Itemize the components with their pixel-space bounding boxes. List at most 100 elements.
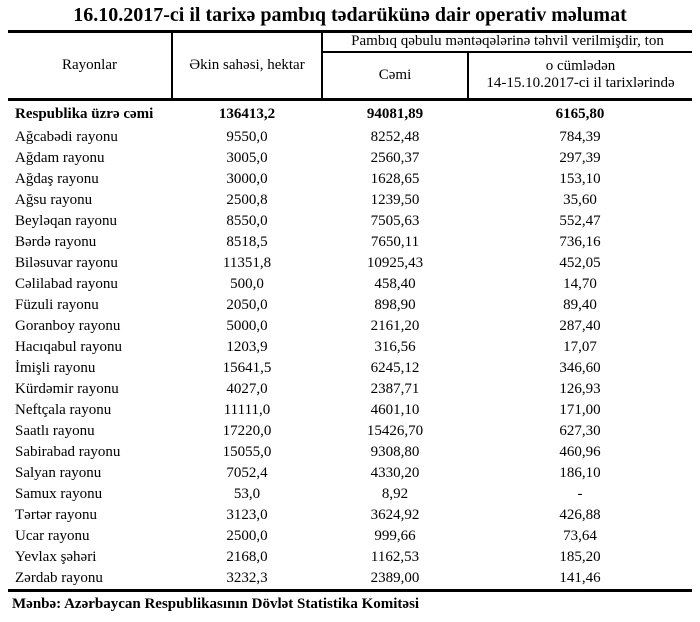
delivered-total-cell: 1239,50 [370, 192, 420, 208]
region-cell: Goranboy rayonu [15, 318, 121, 334]
area-cell: 3123,0 [226, 507, 268, 523]
area-cell: 3000,0 [226, 171, 268, 187]
table-row: Salyan rayonu 7052,4 4330,20 186,10 [8, 463, 692, 484]
delivered-recent-cell: 627,30 [559, 423, 601, 439]
page-title: 16.10.2017-ci il tarixə pambıq tədarükün… [73, 4, 627, 26]
delivered-recent-cell: 426,88 [559, 507, 601, 523]
delivered-total-cell: 458,40 [374, 276, 416, 292]
delivered-total-cell: 1162,53 [370, 549, 420, 565]
area-cell: 2500,8 [226, 192, 268, 208]
delivered-total-cell: 2387,71 [370, 381, 420, 397]
area-cell: 15641,5 [222, 360, 272, 376]
region-cell: Bərdə rayonu [15, 234, 97, 250]
region-cell: Yevlax şəhəri [15, 549, 97, 565]
delivered-recent-cell: 784,39 [559, 129, 601, 145]
table-row: Beyləqan rayonu 8550,0 7505,63 552,47 [8, 211, 692, 232]
region-cell: Sabirabad rayonu [15, 444, 121, 460]
delivered-recent-cell: - [577, 486, 583, 502]
area-cell: 500,0 [230, 276, 264, 292]
delivered-total-cell: 8,92 [381, 486, 409, 502]
table-row: Yevlax şəhəri 2168,0 1162,53 185,20 [8, 547, 692, 568]
delivered-recent-cell: 452,05 [559, 255, 601, 271]
delivered-total-cell: 999,66 [374, 528, 416, 544]
header-row-group: Rayonlar Əkin sahəsi, hektar Pambıq qəbu… [8, 31, 693, 101]
delivered-recent-cell: 171,00 [559, 402, 601, 418]
delivered-recent-cell: 17,07 [563, 339, 597, 355]
region-cell: Zərdab rayonu [15, 570, 103, 586]
region-cell: Tərtər rayonu [15, 507, 98, 523]
table-row: Ucar rayonu 2500,0 999,66 73,64 [8, 526, 692, 547]
region-cell: Ağsu rayonu [15, 192, 93, 208]
delivered-recent-cell: 287,40 [559, 318, 601, 334]
delivered-recent-cell: 153,10 [559, 171, 601, 187]
delivered-recent-cell: 6165,80 [555, 106, 605, 122]
delivered-recent-cell: 14,70 [563, 276, 597, 292]
delivered-recent-cell: 460,96 [559, 444, 601, 460]
table-row: İmişli rayonu 15641,5 6245,12 346,60 [8, 358, 692, 379]
delivered-total-cell: 7505,63 [370, 213, 420, 229]
area-cell: 8518,5 [226, 234, 268, 250]
area-cell: 1203,9 [226, 339, 268, 355]
delivered-total-cell: 94081,89 [366, 106, 424, 122]
table-row: Kürdəmir rayonu 4027,0 2387,71 126,93 [8, 379, 692, 400]
column-header-delivered-recent-line1: o cümlədən [545, 58, 616, 75]
delivered-total-cell: 1628,65 [370, 171, 420, 187]
header-row-sub: Cəmi o cümlədən 14-15.10.2017-ci il tari… [8, 51, 693, 101]
delivered-total-cell: 2389,00 [370, 570, 420, 586]
table-row: Zərdab rayonu 3232,3 2389,00 141,46 [8, 568, 692, 591]
table-row: Bərdə rayonu 8518,5 7650,11 736,16 [8, 232, 692, 253]
delivered-total-cell: 316,56 [374, 339, 416, 355]
delivered-total-cell: 8252,48 [370, 129, 420, 145]
area-cell: 2500,0 [226, 528, 268, 544]
table-row: Ağdam rayonu 3005,0 2560,37 297,39 [8, 148, 692, 169]
delivered-total-cell: 2560,37 [370, 150, 420, 166]
column-header-delivered-recent-line2: 14-15.10.2017-ci il tarixlərində [486, 75, 675, 92]
delivered-total-cell: 9308,80 [370, 444, 420, 460]
area-cell: 3005,0 [226, 150, 268, 166]
delivered-total-cell: 4601,10 [370, 402, 420, 418]
region-cell: Salyan rayonu [15, 465, 102, 481]
area-cell: 7052,4 [226, 465, 268, 481]
delivered-recent-cell: 186,10 [559, 465, 601, 481]
delivered-recent-cell: 89,40 [563, 297, 597, 313]
area-cell: 2050,0 [226, 297, 268, 313]
area-cell: 4027,0 [226, 381, 268, 397]
region-cell: Neftçala rayonu [15, 402, 112, 418]
area-cell: 11351,8 [222, 255, 272, 271]
delivered-recent-cell: 35,60 [563, 192, 597, 208]
column-header-delivered-group: Pambıq qəbulu məntəqələrinə təhvil veril… [322, 31, 693, 53]
region-cell: Samux rayonu [15, 486, 103, 502]
delivered-total-cell: 898,90 [374, 297, 416, 313]
delivered-recent-cell: 185,20 [559, 549, 601, 565]
table-row: Ağdaş rayonu 3000,0 1628,65 153,10 [8, 169, 692, 190]
delivered-recent-cell: 736,16 [559, 234, 601, 250]
region-cell: İmişli rayonu [15, 360, 96, 376]
region-cell: Füzuli rayonu [15, 297, 99, 313]
source-note: Mənbə: Azərbaycan Respublikasının Dövlət… [12, 596, 420, 612]
area-cell: 53,0 [233, 486, 261, 502]
region-cell: Beyləqan rayonu [15, 213, 118, 229]
region-cell: Cəlilabad rayonu [15, 276, 118, 292]
area-cell: 15055,0 [222, 444, 272, 460]
delivered-total-cell: 3624,92 [370, 507, 420, 523]
region-cell: Hacıqabul rayonu [15, 339, 123, 355]
table-header: Rayonlar Əkin sahəsi, hektar Pambıq qəbu… [8, 31, 693, 101]
area-cell: 2168,0 [226, 549, 268, 565]
delivered-recent-cell: 141,46 [559, 570, 601, 586]
table-row: Tərtər rayonu 3123,0 3624,92 426,88 [8, 505, 692, 526]
table-row: Samux rayonu 53,0 8,92 - [8, 484, 692, 505]
delivered-recent-cell: 73,64 [563, 528, 597, 544]
table-row: Füzuli rayonu 2050,0 898,90 89,40 [8, 295, 692, 316]
delivered-total-cell: 7650,11 [370, 234, 420, 250]
area-cell: 136413,2 [218, 106, 276, 122]
area-cell: 5000,0 [226, 318, 268, 334]
region-cell: Ağcabədi rayonu [15, 129, 118, 145]
table-row: Goranboy rayonu 5000,0 2161,20 287,40 [8, 316, 692, 337]
region-cell: Respublika üzrə cəmi [15, 106, 154, 122]
delivered-total-cell: 6245,12 [370, 360, 420, 376]
area-cell: 3232,3 [226, 570, 268, 586]
delivered-total-cell: 15426,70 [366, 423, 424, 439]
region-cell: Ağdaş rayonu [15, 171, 99, 187]
delivered-recent-cell: 297,39 [559, 150, 601, 166]
